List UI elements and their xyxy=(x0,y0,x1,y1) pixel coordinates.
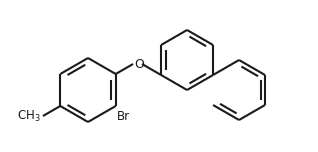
Text: Br: Br xyxy=(117,110,130,123)
Text: CH$_3$: CH$_3$ xyxy=(17,108,41,124)
Text: O: O xyxy=(134,57,144,71)
